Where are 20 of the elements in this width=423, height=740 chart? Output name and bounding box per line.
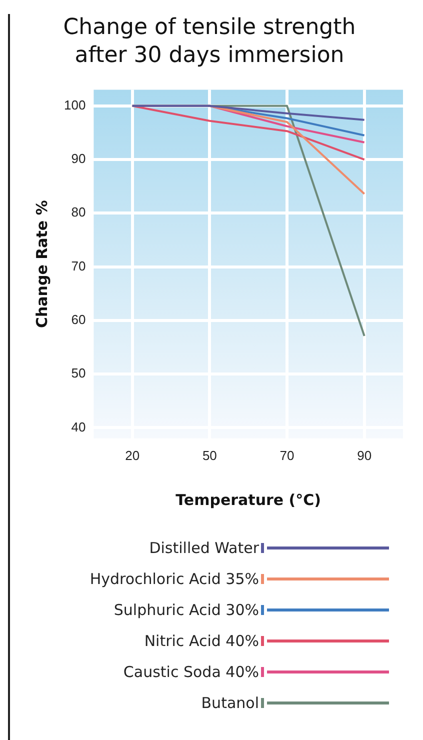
x-tick-label: 90 bbox=[357, 448, 372, 463]
x-tick-label: 50 bbox=[202, 448, 217, 463]
y-tick-label: 90 bbox=[71, 151, 86, 166]
y-tick-label: 50 bbox=[71, 366, 86, 381]
x-tick-label: 20 bbox=[125, 448, 140, 463]
y-tick-label: 60 bbox=[71, 312, 86, 327]
y-tick-label: 70 bbox=[71, 258, 86, 274]
y-axis-title: Change Rate % bbox=[32, 200, 51, 328]
x-tick-label: 70 bbox=[280, 448, 294, 463]
y-tick-label: 40 bbox=[71, 419, 86, 434]
legend-label: Butanol bbox=[201, 694, 259, 712]
legend-label: Hydrochloric Acid 35% bbox=[90, 570, 259, 588]
x-axis-title: Temperature (°C) bbox=[176, 490, 322, 509]
y-tick-label: 80 bbox=[71, 204, 86, 220]
legend-label: Distilled Water bbox=[149, 538, 259, 556]
legend-label: Sulphuric Acid 30% bbox=[114, 600, 259, 618]
chart-title: Change of tensile strength after 30 days immersion bbox=[62, 14, 357, 70]
y-tick-label: 100 bbox=[64, 97, 86, 112]
legend-label: Caustic Soda 40% bbox=[123, 662, 259, 680]
legend-label: Nitric Acid 40% bbox=[144, 632, 259, 650]
